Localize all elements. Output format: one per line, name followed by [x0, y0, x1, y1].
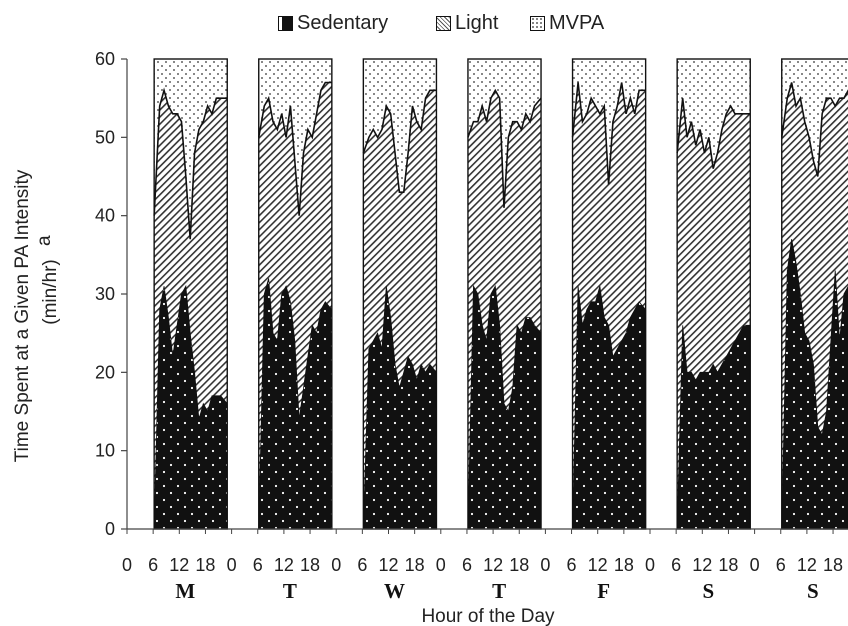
x-tick-label-12: 0 [436, 555, 446, 575]
x-tick-label-7: 18 [300, 555, 320, 575]
legend-swatch-sedentary [278, 15, 293, 31]
day-label-6: S [702, 579, 714, 603]
x-tick-label-3: 18 [195, 555, 215, 575]
sedentary-area-day-1 [153, 284, 228, 530]
x-tick-label-2: 12 [169, 555, 189, 575]
x-tick-label-24: 0 [750, 555, 760, 575]
legend-item-mvpa: MVPA [530, 8, 604, 38]
y-tick-label-40: 40 [95, 206, 115, 226]
x-tick-label-27: 18 [823, 555, 843, 575]
x-tick-label-17: 6 [567, 555, 577, 575]
x-tick-label-1: 6 [148, 555, 158, 575]
x-tick-label-8: 0 [331, 555, 341, 575]
x-tick-label-9: 6 [357, 555, 367, 575]
x-tick-label-26: 12 [797, 555, 817, 575]
x-tick-label-16: 0 [540, 555, 550, 575]
x-tick-label-11: 18 [405, 555, 425, 575]
legend-label-sedentary: Sedentary [297, 11, 389, 34]
y-tick-label-10: 10 [95, 441, 115, 461]
x-tick-label-22: 12 [692, 555, 712, 575]
day-label-5: F [597, 579, 610, 603]
light-mvpa-boundary-day-6 [676, 98, 751, 169]
chart-legend: Sedentary Light MVPA [0, 8, 848, 38]
plot-axes [121, 58, 848, 534]
y-axis-title-line2: (min/hr) [40, 259, 61, 324]
x-tick-label-15: 18 [509, 555, 529, 575]
x-tick-label-20: 0 [645, 555, 655, 575]
x-tick-label-10: 12 [378, 555, 398, 575]
day-label-1: M [175, 579, 195, 603]
sedentary-area-day-6 [676, 324, 751, 530]
legend-label-mvpa: MVPA [549, 11, 605, 34]
x-tick-label-0: 0 [122, 555, 132, 575]
y-tick-label-0: 0 [105, 519, 115, 539]
light-mvpa-boundary-day-4 [467, 88, 542, 208]
x-tick-label-13: 6 [462, 555, 472, 575]
x-tick-label-25: 6 [776, 555, 786, 575]
y-tick-label-60: 60 [95, 49, 115, 69]
sedentary-area-day-7 [781, 239, 848, 530]
y-tick-label-30: 30 [95, 284, 115, 304]
sedentary-area-day-4 [467, 284, 542, 530]
x-axis-title: Hour of the Day [421, 606, 555, 626]
day-label-3: W [384, 579, 405, 603]
day-label-4: T [492, 579, 506, 603]
legend-swatch-mvpa [530, 15, 545, 31]
x-tick-label-4: 0 [227, 555, 237, 575]
legend-swatch-light [436, 15, 451, 31]
light-mvpa-boundary-day-1 [153, 87, 228, 240]
x-tick-label-18: 12 [588, 555, 608, 575]
light-mvpa-boundary-day-5 [571, 82, 646, 185]
y-axis-title-superscript: a [34, 235, 55, 246]
x-tick-label-23: 18 [718, 555, 738, 575]
light-mvpa-boundary-day-3 [362, 89, 437, 193]
sedentary-area-day-5 [572, 286, 647, 530]
x-tick-label-6: 12 [274, 555, 294, 575]
x-tick-label-14: 12 [483, 555, 503, 575]
x-tick-label-5: 6 [253, 555, 263, 575]
legend-item-sedentary: Sedentary [278, 8, 388, 38]
light-mvpa-boundary-day-2 [257, 81, 332, 216]
x-tick-label-19: 18 [614, 555, 634, 575]
sedentary-area-day-3 [362, 286, 437, 530]
sedentary-area-day-2 [258, 278, 333, 530]
legend-label-light: Light [455, 11, 499, 34]
y-tick-label-20: 20 [95, 362, 115, 382]
legend-item-light: Light [436, 8, 498, 38]
x-tick-label-21: 6 [671, 555, 681, 575]
light-mvpa-boundary-day-7 [780, 82, 848, 177]
y-tick-label-50: 50 [95, 127, 115, 147]
day-label-7: S [807, 579, 819, 603]
plot-series [153, 58, 848, 530]
day-label-2: T [283, 579, 297, 603]
y-axis-title-line1: Time Spent at a Given PA Intensity [12, 169, 33, 462]
